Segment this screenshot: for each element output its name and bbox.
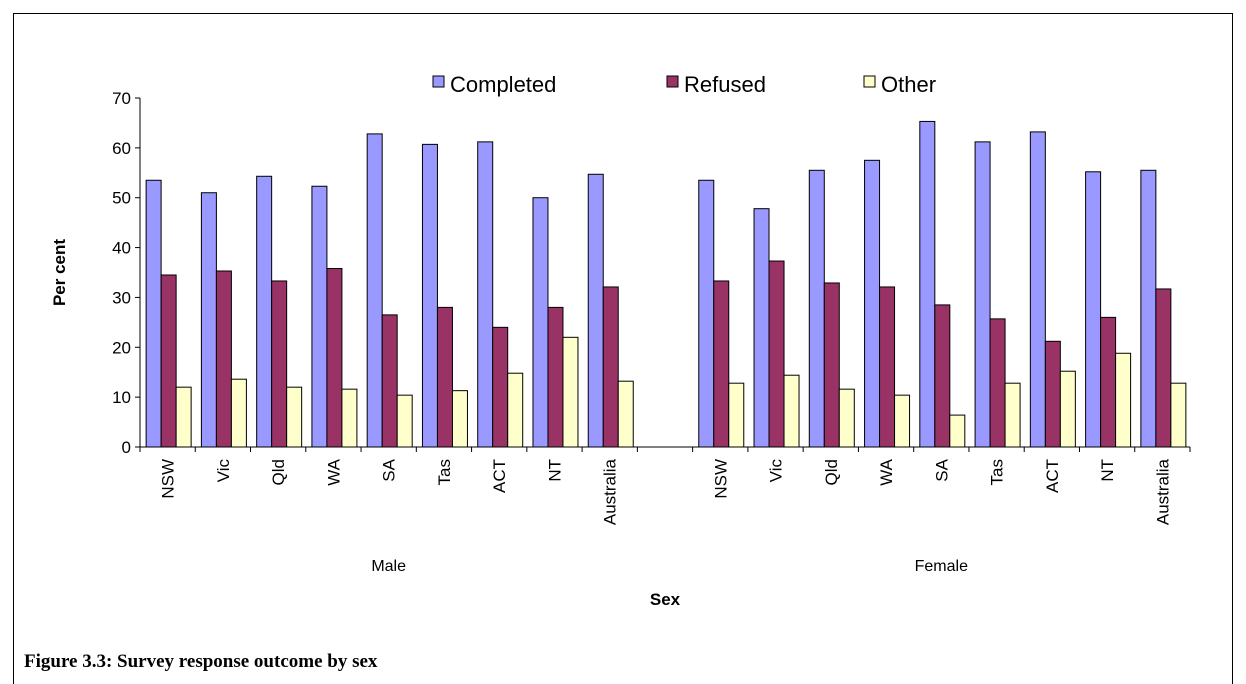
bar-refused-female-nt: [1100, 316, 1117, 448]
x-tick-label: Vic: [767, 459, 786, 483]
bar-completed-male-tas: [421, 143, 438, 448]
bar-other-female-nsw: [728, 382, 745, 448]
bar-completed-female-vic: [753, 208, 770, 448]
bar-refused-male-vic: [215, 270, 232, 448]
bar-other-male-sa: [396, 394, 413, 448]
bar-other-female-wa: [894, 394, 911, 448]
x-tick-label: Qld: [822, 459, 841, 485]
bar-other-female-act: [1059, 370, 1076, 448]
x-tick-label: WA: [877, 458, 896, 485]
bar-refused-female-vic: [768, 260, 785, 448]
bar-completed-female-qld: [808, 169, 825, 448]
x-tick-label: NT: [545, 459, 564, 482]
y-tick-label: 70: [112, 89, 131, 108]
bar-refused-male-wa: [326, 268, 343, 448]
x-tick-label: ACT: [490, 459, 509, 493]
x-axis-label: Sex: [650, 590, 681, 609]
x-tick-label: Qld: [269, 459, 288, 485]
x-tick-label: SA: [932, 458, 951, 481]
y-tick-label: 30: [112, 288, 131, 307]
bar-other-male-act: [507, 372, 524, 448]
x-tick-label: WA: [324, 458, 343, 485]
chart-frame: [13, 13, 1233, 684]
bar-other-male-qld: [286, 386, 303, 448]
group-label: Male: [371, 558, 406, 575]
bar-completed-male-nt: [532, 197, 549, 448]
bar-completed-female-tas: [974, 141, 991, 448]
bar-refused-female-sa: [934, 304, 951, 448]
bar-completed-male-nsw: [145, 179, 162, 448]
bar-other-male-nsw: [175, 386, 192, 448]
bar-other-male-tas: [451, 390, 468, 448]
y-tick-label: 20: [112, 338, 131, 357]
bar-other-female-nt: [1115, 352, 1132, 448]
bar-refused-male-act: [492, 326, 509, 448]
y-tick-label: 10: [112, 388, 131, 407]
bar-refused-male-sa: [381, 314, 398, 448]
bar-completed-male-australia: [587, 173, 604, 448]
bar-refused-female-tas: [989, 318, 1006, 448]
y-tick-label: 40: [112, 239, 131, 258]
bar-refused-male-nt: [547, 306, 564, 448]
bar-other-male-nt: [562, 336, 579, 448]
x-tick-label: Vic: [214, 459, 233, 483]
bar-completed-male-wa: [311, 185, 328, 448]
y-axis-label: Per cent: [50, 239, 69, 306]
bar-completed-male-sa: [366, 133, 383, 448]
legend-label-refused: Refused: [684, 72, 766, 97]
legend-label-completed: Completed: [450, 72, 556, 97]
bar-refused-female-qld: [823, 282, 840, 448]
x-tick-label: NSW: [159, 459, 178, 499]
bar-completed-female-wa: [864, 159, 881, 448]
x-tick-label: Tas: [435, 459, 454, 485]
bar-refused-male-qld: [271, 280, 288, 448]
legend-swatch-refused: [666, 75, 679, 88]
figure-caption: Figure 3.3: Survey response outcome by s…: [24, 651, 378, 672]
group-label: Female: [915, 558, 968, 575]
bar-completed-female-australia: [1140, 169, 1157, 448]
legend-label-other: Other: [881, 72, 936, 97]
bar-other-male-australia: [617, 380, 634, 448]
bar-other-female-vic: [783, 374, 800, 448]
bar-completed-female-act: [1029, 131, 1046, 448]
bar-completed-female-nsw: [698, 179, 715, 448]
bar-completed-female-nt: [1085, 171, 1102, 448]
bar-other-male-vic: [230, 378, 247, 448]
x-tick-label: NT: [1098, 459, 1117, 482]
bar-completed-female-sa: [919, 120, 936, 448]
bar-refused-female-nsw: [713, 280, 730, 448]
bar-other-male-wa: [341, 388, 358, 448]
x-tick-label: SA: [380, 458, 399, 481]
bar-refused-male-australia: [602, 286, 619, 448]
bar-refused-female-australia: [1155, 288, 1172, 448]
y-tick-label: 60: [112, 139, 131, 158]
y-tick-label: 0: [122, 438, 131, 457]
bar-refused-male-tas: [436, 306, 453, 448]
bar-completed-male-act: [477, 141, 494, 448]
bar-completed-male-qld: [256, 175, 273, 448]
bar-refused-female-wa: [879, 286, 896, 448]
x-tick-label: Australia: [601, 458, 620, 525]
bar-refused-male-nsw: [160, 274, 177, 448]
x-tick-label: ACT: [1043, 459, 1062, 493]
bar-other-female-tas: [1004, 382, 1021, 448]
bar-other-female-qld: [838, 388, 855, 448]
x-tick-label: Tas: [988, 459, 1007, 485]
bar-other-female-sa: [949, 414, 966, 448]
x-tick-label: NSW: [711, 459, 730, 499]
x-tick-label: Australia: [1153, 458, 1172, 525]
y-tick-label: 50: [112, 189, 131, 208]
bar-other-female-australia: [1170, 382, 1187, 448]
bar-completed-male-vic: [200, 192, 217, 448]
bar-chart: 0 10 20 30 40 50 60 70 Per cent NSW Vic Qld WA SA Tas A…: [50, 72, 1191, 609]
legend-swatch-other: [863, 75, 876, 88]
bar-refused-female-act: [1044, 340, 1061, 448]
legend-swatch-completed: [432, 75, 445, 88]
